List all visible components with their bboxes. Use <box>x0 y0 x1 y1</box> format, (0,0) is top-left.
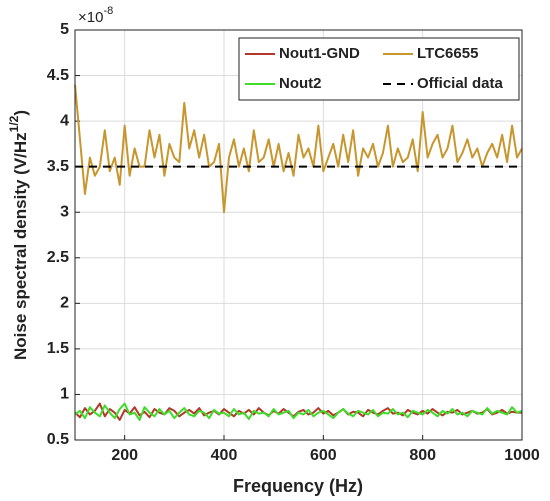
y-label-main: Noise spectral density (V/Hz <box>11 132 30 360</box>
y-tick-label: 2.5 <box>47 249 69 266</box>
y-tick-label: 4.5 <box>47 67 69 84</box>
axes-box <box>74 29 523 441</box>
y-tick-label: 2 <box>60 295 69 312</box>
x-tick-label: 800 <box>409 447 436 464</box>
y-tick-label: 1.5 <box>47 340 69 357</box>
legend-label: Nout1-GND <box>279 45 360 62</box>
y-label-exponent: 1/2 <box>7 115 21 132</box>
y-multiplier: ×10-8 <box>78 5 113 26</box>
legend-label: Nout2 <box>279 75 322 92</box>
y-tick-label: 3.5 <box>47 158 69 175</box>
y-tick-label: 4 <box>60 112 69 129</box>
y-tick-label: 0.5 <box>47 431 69 448</box>
y-tick-label: 5 <box>60 21 69 38</box>
x-axis-label: Frequency (Hz) <box>233 476 363 496</box>
legend-label: LTC6655 <box>417 45 478 62</box>
x-tick-label: 1000 <box>504 447 540 464</box>
series-line <box>74 402 523 421</box>
x-tick-label: 600 <box>310 447 337 464</box>
y-label-end: ) <box>11 110 30 116</box>
series-line <box>74 84 523 214</box>
y-axis-label: Noise spectral density (V/Hz1/2) <box>7 110 30 360</box>
y-tick-label: 1 <box>60 386 69 403</box>
legend-box <box>238 37 520 101</box>
y-multiplier-exponent: -8 <box>103 5 113 17</box>
y-multiplier-base: ×10 <box>78 9 103 26</box>
y-tick-label: 3 <box>60 203 69 220</box>
legend-label: Official data <box>417 75 504 92</box>
x-tick-label: 400 <box>211 447 238 464</box>
x-tick-label: 200 <box>111 447 138 464</box>
